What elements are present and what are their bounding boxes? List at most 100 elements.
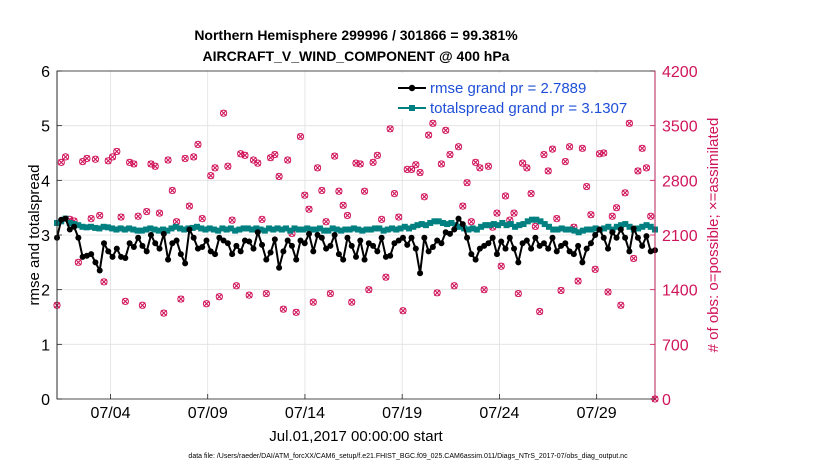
obs-assimilated-marker: [237, 150, 244, 157]
rmse-point: [327, 242, 334, 249]
rmse-point: [348, 242, 355, 249]
totalspread-point: [79, 223, 86, 230]
totalspread-point: [189, 224, 196, 231]
obs-assimilated-marker: [647, 213, 654, 220]
obs-assimilated-marker: [421, 193, 428, 200]
totalspread-point: [524, 218, 531, 225]
obs-possible-marker: [416, 168, 424, 177]
obs-assimilated-marker: [493, 209, 501, 217]
obs-assimilated-marker: [416, 169, 424, 176]
rmse-point: [66, 226, 73, 233]
obs-possible-marker: [514, 289, 522, 298]
obs-assimilated-marker: [87, 215, 95, 222]
rmse-point: [318, 234, 325, 241]
obs-assimilated-marker: [186, 202, 193, 210]
rmse-point: [186, 226, 193, 233]
totalspread-point: [232, 227, 239, 234]
obs-possible-marker: [557, 286, 565, 295]
tick-label-bottom: 07/19: [382, 405, 422, 422]
obs-assimilated-marker: [169, 187, 176, 194]
legend-marker-rmse: [408, 84, 416, 92]
obs-assimilated-marker: [293, 309, 300, 316]
obs-assimilated-marker: [305, 206, 313, 213]
rmse-point: [570, 251, 577, 258]
obs-assimilated-marker: [361, 188, 368, 195]
rmse-point: [152, 240, 159, 247]
totalspread-point: [329, 225, 336, 232]
totalspread-point: [410, 223, 417, 230]
totalspread-point: [389, 225, 396, 232]
obs-possible-marker: [130, 160, 138, 168]
rmse-point: [203, 237, 210, 244]
obs-possible-marker: [232, 282, 240, 290]
rmse-point: [485, 240, 492, 247]
obs-possible-marker: [412, 161, 420, 169]
totalspread-point: [499, 219, 506, 226]
obs-assimilated-marker: [199, 215, 206, 222]
rmse-point: [113, 245, 120, 252]
obs-possible-marker: [420, 193, 428, 201]
legend-marker-totalspread: [409, 105, 415, 111]
obs-assimilated-marker: [194, 141, 202, 148]
obs-possible-marker: [365, 286, 373, 294]
obs-possible-marker: [527, 190, 535, 198]
obs-possible-marker: [194, 140, 202, 149]
rmse-point: [139, 242, 146, 249]
obs-possible-marker: [292, 308, 300, 316]
totalspread-point: [244, 225, 251, 232]
rmse-point: [378, 234, 385, 241]
obs-possible-marker: [121, 297, 129, 305]
rmse-point: [609, 229, 616, 236]
obs-possible-marker: [604, 288, 612, 296]
totalspread-point: [533, 216, 540, 223]
obs-possible-marker: [382, 273, 390, 281]
totalspread-point: [545, 223, 552, 230]
rmse-point: [156, 245, 163, 252]
obs-possible-marker: [241, 151, 249, 159]
totalspread-point: [338, 227, 345, 234]
rmse-point: [340, 256, 347, 263]
rmse-point: [545, 245, 552, 252]
obs-assimilated-marker: [553, 215, 560, 222]
obs-possible-marker: [553, 215, 561, 223]
obs-assimilated-marker: [369, 159, 377, 166]
tick-label-left: 6: [41, 64, 50, 81]
totalspread-point: [622, 221, 629, 228]
obs-assimilated-marker: [122, 298, 129, 305]
obs-assimilated-marker: [318, 187, 326, 194]
totalspread-point: [495, 222, 502, 229]
rmse-point: [96, 267, 103, 274]
rmse-point: [143, 248, 150, 255]
obs-assimilated-marker: [181, 155, 189, 162]
totalspread-point: [287, 227, 294, 234]
obs-possible-marker: [583, 182, 591, 191]
obs-possible-marker: [83, 154, 91, 163]
totalspread-point: [431, 218, 438, 225]
totalspread-point: [113, 226, 120, 233]
rmse-point: [549, 234, 556, 241]
obs-assimilated-marker: [562, 158, 569, 165]
obs-possible-marker: [284, 156, 292, 164]
rmse-point: [301, 240, 308, 247]
rmse-point: [387, 252, 394, 259]
obs-assimilated-marker: [113, 148, 120, 155]
totalspread-point: [291, 225, 298, 232]
rmse-point: [182, 260, 189, 267]
totalspread-point: [601, 225, 608, 232]
rmse-point: [293, 256, 300, 263]
totalspread-point: [406, 225, 413, 232]
rmse-point: [229, 251, 236, 258]
obs-assimilated-marker: [203, 300, 210, 307]
obs-assimilated-marker: [425, 131, 432, 139]
totalspread-point: [626, 223, 633, 230]
totalspread-point: [478, 223, 485, 230]
obs-possible-marker: [369, 158, 377, 166]
rmse-point: [280, 248, 287, 255]
rmse-point: [357, 237, 364, 244]
rmse-point: [109, 253, 116, 260]
rmse-point: [476, 245, 483, 252]
obs-assimilated-marker: [301, 191, 308, 199]
obs-possible-marker: [484, 162, 493, 170]
obs-assimilated-marker: [241, 152, 249, 159]
obs-assimilated-marker: [523, 164, 531, 172]
